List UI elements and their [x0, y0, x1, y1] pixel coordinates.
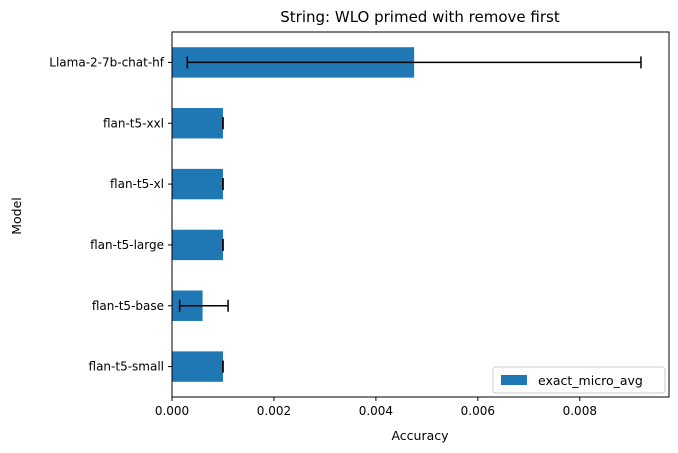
bar-flan-t5-large [172, 229, 223, 261]
plot-frame [171, 31, 670, 398]
y-tick-label-flan-t5-xxl: flan-t5-xxl [103, 116, 164, 130]
x-tick-label-0: 0.000 [155, 404, 189, 418]
bar-flan-t5-small [172, 351, 223, 382]
legend-swatch [501, 375, 527, 385]
x-tick-label-4: 0.008 [563, 404, 597, 418]
x-tick-label-2: 0.004 [359, 404, 393, 418]
bar-flan-t5-xxl [172, 108, 223, 139]
x-axis-label: Accuracy [391, 428, 449, 443]
legend-frame [492, 366, 666, 394]
x-tick-label-1: 0.002 [257, 404, 291, 418]
y-tick-label-flan-t5-small: flan-t5-small [89, 360, 164, 374]
y-axis-ticks: flan-t5-small flan-t5-base flan-t5-large fl… [49, 55, 172, 374]
x-axis-ticks: 0.000 0.002 0.004 0.006 0.008 [155, 397, 597, 418]
x-tick-label-3: 0.006 [461, 404, 495, 418]
legend: exact_micro_avg [492, 366, 666, 394]
y-tick-label-Llama-2-7b-chat-hf: Llama-2-7b-chat-hf [49, 55, 164, 69]
y-axis-label: Model [9, 197, 24, 235]
legend-label: exact_micro_avg [538, 373, 643, 388]
chart-title: String: WLO primed with remove first [280, 8, 560, 26]
y-tick-label-flan-t5-base: flan-t5-base [92, 299, 164, 313]
bar-flan-t5-xl [172, 168, 223, 200]
y-tick-label-flan-t5-xl: flan-t5-xl [110, 177, 164, 191]
y-tick-label-flan-t5-large: flan-t5-large [90, 238, 164, 252]
plot-area [171, 31, 670, 398]
